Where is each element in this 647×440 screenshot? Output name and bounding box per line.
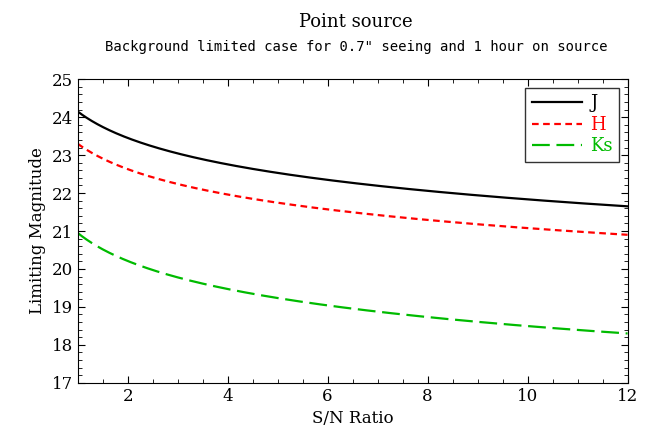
H — [338, 209, 346, 214]
Ks — [401, 312, 409, 317]
Text: Background limited case for 0.7" seeing and 1 hour on source: Background limited case for 0.7" seeing … — [105, 40, 607, 54]
H — [611, 231, 619, 237]
Text: Point source: Point source — [299, 13, 413, 31]
Ks — [74, 230, 82, 235]
Ks — [611, 330, 619, 335]
J — [611, 203, 619, 208]
Ks — [624, 331, 631, 336]
H — [335, 208, 343, 213]
H — [401, 215, 409, 220]
J — [338, 179, 346, 184]
J — [624, 204, 631, 209]
Line: J: J — [78, 111, 628, 206]
H — [371, 212, 379, 217]
J — [371, 183, 379, 188]
H — [74, 141, 82, 147]
J — [525, 197, 532, 202]
J — [335, 179, 343, 184]
J — [74, 109, 82, 114]
Line: Ks: Ks — [78, 233, 628, 334]
Ks — [371, 309, 379, 314]
X-axis label: S/N Ratio: S/N Ratio — [312, 410, 393, 427]
H — [525, 226, 532, 231]
Ks — [338, 304, 346, 310]
Line: H: H — [78, 144, 628, 235]
Ks — [335, 304, 343, 309]
H — [624, 232, 631, 238]
J — [401, 186, 409, 191]
Legend: J, H, Ks: J, H, Ks — [525, 88, 619, 161]
Ks — [525, 323, 532, 329]
Y-axis label: Limiting Magnitude: Limiting Magnitude — [29, 147, 46, 315]
